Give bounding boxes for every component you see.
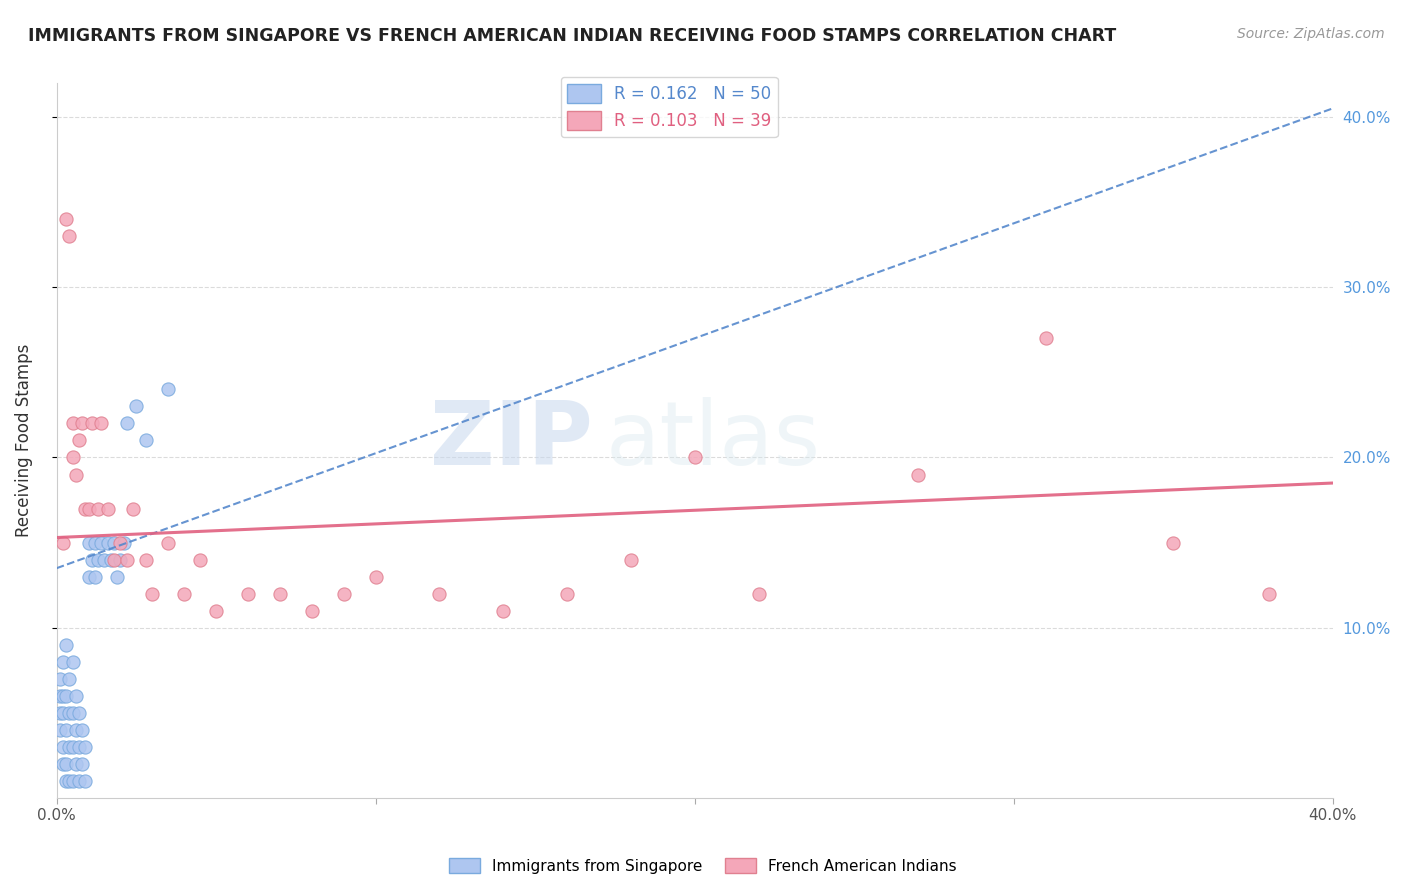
- Point: [103, 552, 125, 566]
- Point: [97, 535, 120, 549]
- Point: [364, 570, 387, 584]
- Legend: R = 0.162   N = 50, R = 0.103   N = 39: R = 0.162 N = 50, R = 0.103 N = 39: [561, 77, 778, 137]
- Point: [70, 417, 93, 431]
- Point: [103, 535, 125, 549]
- Point: [105, 570, 128, 584]
- Point: [620, 552, 643, 566]
- Point: [301, 604, 323, 618]
- Point: [75, 501, 97, 516]
- Point: [49, 723, 72, 737]
- Point: [52, 535, 75, 549]
- Y-axis label: Receiving Food Stamps: Receiving Food Stamps: [15, 343, 32, 537]
- Point: [77, 501, 100, 516]
- Point: [269, 587, 291, 601]
- Point: [141, 587, 163, 601]
- Point: [67, 774, 90, 789]
- Point: [49, 689, 72, 703]
- Point: [115, 417, 138, 431]
- Point: [110, 535, 132, 549]
- Point: [1161, 535, 1184, 549]
- Point: [49, 706, 72, 720]
- Point: [75, 739, 97, 754]
- Point: [67, 434, 90, 448]
- Point: [332, 587, 354, 601]
- Point: [83, 570, 105, 584]
- Point: [65, 689, 87, 703]
- Point: [747, 587, 769, 601]
- Point: [135, 434, 157, 448]
- Point: [58, 672, 80, 686]
- Point: [55, 723, 77, 737]
- Point: [1258, 587, 1281, 601]
- Point: [52, 757, 75, 772]
- Point: [75, 774, 97, 789]
- Point: [173, 587, 195, 601]
- Point: [55, 689, 77, 703]
- Point: [49, 672, 72, 686]
- Point: [52, 739, 75, 754]
- Point: [67, 739, 90, 754]
- Point: [52, 689, 75, 703]
- Text: ZIP: ZIP: [430, 397, 592, 484]
- Point: [125, 400, 148, 414]
- Point: [205, 604, 228, 618]
- Point: [52, 655, 75, 669]
- Point: [429, 587, 451, 601]
- Point: [52, 706, 75, 720]
- Point: [97, 501, 120, 516]
- Point: [62, 774, 84, 789]
- Point: [62, 655, 84, 669]
- Text: atlas: atlas: [606, 397, 821, 484]
- Point: [62, 739, 84, 754]
- Point: [77, 570, 100, 584]
- Point: [90, 417, 112, 431]
- Point: [58, 739, 80, 754]
- Text: Source: ZipAtlas.com: Source: ZipAtlas.com: [1237, 27, 1385, 41]
- Point: [157, 383, 180, 397]
- Point: [70, 723, 93, 737]
- Legend: Immigrants from Singapore, French American Indians: Immigrants from Singapore, French Americ…: [443, 852, 963, 880]
- Point: [1035, 331, 1057, 345]
- Point: [58, 774, 80, 789]
- Point: [87, 501, 110, 516]
- Point: [100, 552, 122, 566]
- Point: [83, 535, 105, 549]
- Point: [62, 706, 84, 720]
- Point: [62, 450, 84, 465]
- Text: IMMIGRANTS FROM SINGAPORE VS FRENCH AMERICAN INDIAN RECEIVING FOOD STAMPS CORREL: IMMIGRANTS FROM SINGAPORE VS FRENCH AMER…: [28, 27, 1116, 45]
- Point: [157, 535, 180, 549]
- Point: [80, 417, 103, 431]
- Point: [55, 757, 77, 772]
- Point: [58, 706, 80, 720]
- Point: [112, 535, 135, 549]
- Point: [55, 212, 77, 227]
- Point: [122, 501, 145, 516]
- Point: [70, 757, 93, 772]
- Point: [110, 552, 132, 566]
- Point: [555, 587, 578, 601]
- Point: [67, 706, 90, 720]
- Point: [77, 535, 100, 549]
- Point: [58, 229, 80, 244]
- Point: [188, 552, 211, 566]
- Point: [55, 638, 77, 652]
- Point: [65, 467, 87, 482]
- Point: [65, 723, 87, 737]
- Point: [55, 774, 77, 789]
- Point: [80, 552, 103, 566]
- Point: [87, 552, 110, 566]
- Point: [135, 552, 157, 566]
- Point: [236, 587, 259, 601]
- Point: [93, 552, 115, 566]
- Point: [62, 417, 84, 431]
- Point: [90, 535, 112, 549]
- Point: [492, 604, 515, 618]
- Point: [115, 552, 138, 566]
- Point: [683, 450, 706, 465]
- Point: [65, 757, 87, 772]
- Point: [907, 467, 929, 482]
